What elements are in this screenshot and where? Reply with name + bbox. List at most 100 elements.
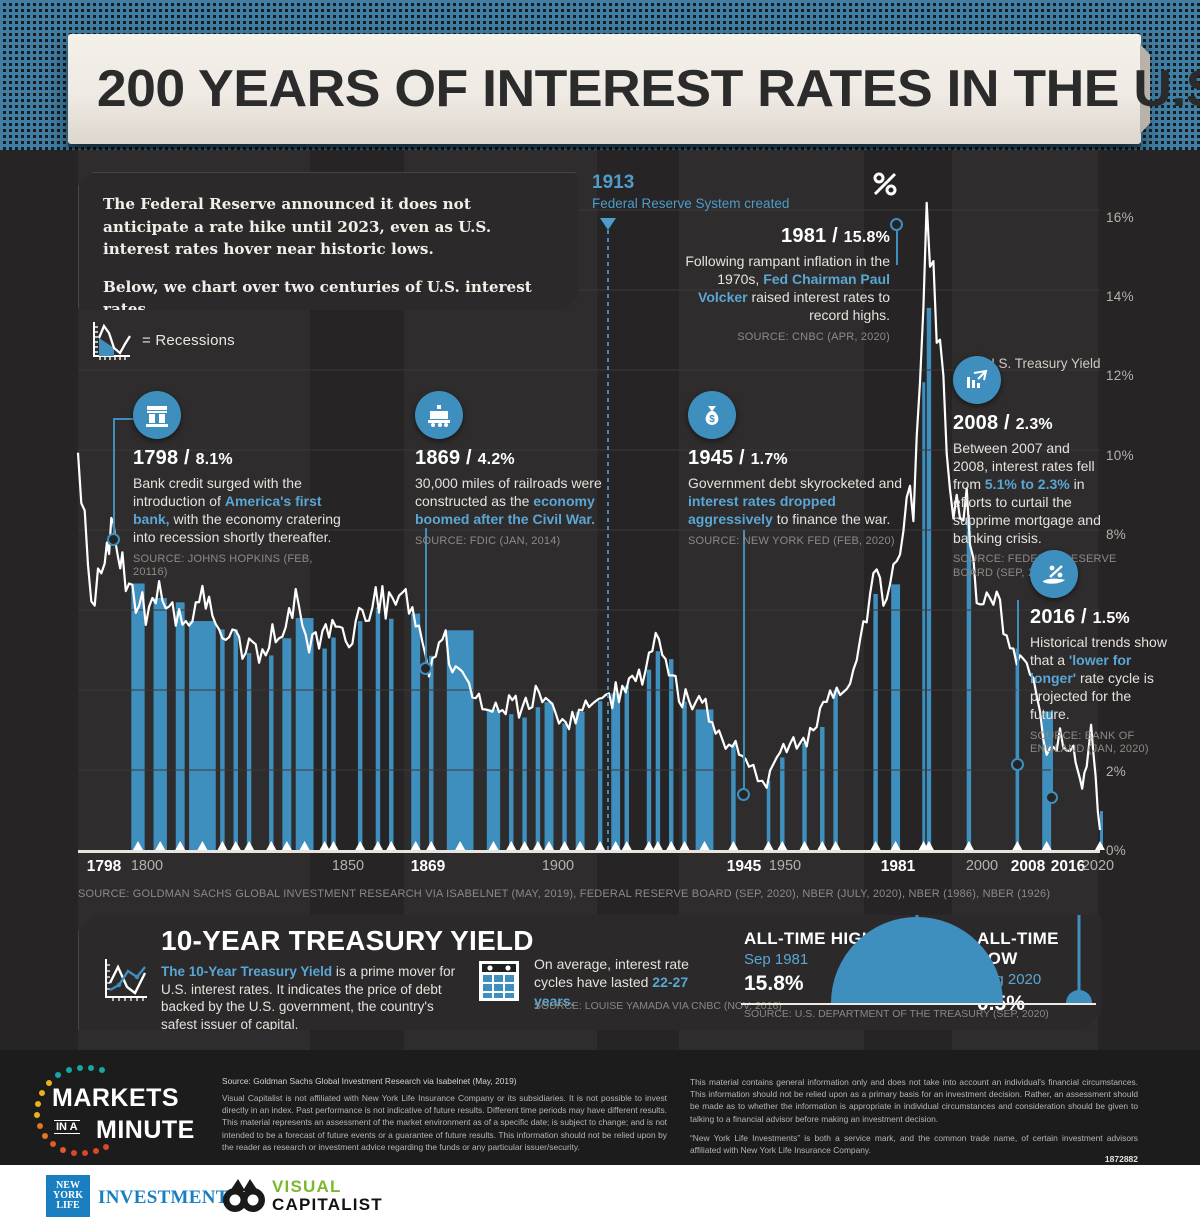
nyl-investments-word: INVESTMENTS <box>98 1187 240 1208</box>
annotation-2016-source: SOURCE: BANK OF ENGLAND (JAN, 2020) <box>1030 729 1149 756</box>
svg-text:$: $ <box>709 414 715 425</box>
y-tick-12: 12% <box>1106 368 1134 383</box>
annotation-2016-body: Historical trends show that a 'lower for… <box>1030 634 1167 722</box>
new-york-life-logo: NEW YORK LIFE <box>46 1175 90 1217</box>
annotation-2008: 2008 / 2.3% Between 2007 and 2008, inter… <box>953 356 1116 581</box>
annotation-1945-heading: 1945 / 1.7% <box>688 447 788 469</box>
line-chart-icon <box>101 957 149 1003</box>
x-tick-1800: 1800 <box>130 858 164 874</box>
x-tick-1900: 1900 <box>541 858 575 874</box>
stat-baseline-rule <box>741 1003 1096 1005</box>
y-tick-2: 2% <box>1106 764 1127 779</box>
x-tick-1950: 1950 <box>768 858 802 874</box>
all-time-high-value: 15.8% <box>744 972 804 995</box>
recession-chart-icon <box>93 322 131 360</box>
connector-2016 <box>1051 710 1053 798</box>
footer-disclaimer-left: Visual Capitalist is not affiliated with… <box>222 1093 667 1152</box>
all-time-high-title: ALL-TIME HIGH <box>744 929 875 948</box>
datapoint-dot-1869 <box>419 662 432 675</box>
stat-source: SOURCE: U.S. DEPARTMENT OF THE TREASURY … <box>744 1008 1049 1020</box>
annotation-1981: 1981 / 15.8% Following rampant inflation… <box>670 225 890 344</box>
plot-band-3 <box>679 150 864 1050</box>
annotation-1869: 1869 / 4.2% 30,000 miles of railroads we… <box>415 391 630 548</box>
datapoint-dot-1945 <box>737 788 750 801</box>
calendar-icon <box>477 959 521 1003</box>
brand-minute-text: MINUTE <box>96 1116 195 1144</box>
marker-1913-year: 1913 <box>592 172 635 193</box>
title-plate-notch <box>1140 44 1150 134</box>
locomotive-icon <box>415 391 463 439</box>
annotation-2008-body: Between 2007 and 2008, interest rates fe… <box>953 440 1101 546</box>
connector-1869 <box>425 528 427 668</box>
annotation-1981-heading: 1981 / 15.8% <box>781 225 890 247</box>
marker-1913-dashed-line <box>607 230 609 850</box>
x-tick-1869: 1869 <box>410 858 446 875</box>
treasury-yield-line <box>76 201 1102 831</box>
percent-badge-icon <box>871 170 923 222</box>
footer-code: 1872882 <box>1104 1154 1138 1164</box>
recession-bars <box>131 307 1105 850</box>
footer-disclaimer-right-1: This material contains general informati… <box>690 1077 1138 1124</box>
money-bag-icon: $ <box>688 391 736 439</box>
visual-capitalist-binoculars-icon <box>223 1179 265 1212</box>
title-plate: 200 YEARS OF INTEREST RATES IN THE U.S. <box>68 34 1200 144</box>
annotation-1798-body: Bank credit surged with the introduction… <box>133 475 341 545</box>
y-tick-14: 14% <box>1106 289 1134 304</box>
x-tick-1981: 1981 <box>880 858 916 875</box>
panel-left-text: The 10-Year Treasury Yield is a prime mo… <box>161 964 456 1032</box>
markets-dots-ring-icon <box>34 1065 109 1156</box>
bank-building-icon <box>133 391 181 439</box>
all-time-high-stat: ALL-TIME HIGH Sep 1981 15.8% <box>744 929 874 996</box>
y-tick-10: 10% <box>1106 448 1134 463</box>
recession-legend-label: = Recessions <box>142 331 235 349</box>
datapoint-dot-2016 <box>1045 791 1058 804</box>
x-axis-line <box>78 850 1100 853</box>
annotation-1945-source: SOURCE: NEW YORK FED (FEB, 2020) <box>688 534 895 547</box>
declining-bars-icon <box>953 356 1001 404</box>
x-tick-1850: 1850 <box>331 858 365 874</box>
markets-in-a-minute-logo: MARKETS IN A MINUTE <box>24 1065 194 1156</box>
panel-heading: 10-YEAR TREASURY YIELD <box>161 925 534 956</box>
recession-legend: = Recessions <box>90 320 235 360</box>
footer-disclaimer-right: This material contains general informati… <box>690 1076 1138 1156</box>
x-tick-1798: 1798 <box>86 858 122 875</box>
footer-source: Source: Goldman Sachs Global Investment … <box>222 1076 517 1086</box>
datapoint-dot-2008 <box>1011 758 1024 771</box>
nyl-line-3: LIFE <box>56 1200 80 1211</box>
annotation-1869-source: SOURCE: FDIC (JAN, 2014) <box>415 534 561 547</box>
footer-logos-bar: NEW YORK LIFE INVESTMENTS VISUAL CAPITAL… <box>0 1165 1200 1225</box>
connector-1945 <box>743 530 745 792</box>
treasury-yield-panel: 10-YEAR TREASURY YIELD The 10-Year Treas… <box>78 915 1101 1030</box>
datapoint-dot-1798 <box>107 533 120 546</box>
x-tick-2016: 2016 <box>1050 858 1086 875</box>
annotation-1798-source: SOURCE: JOHNS HOPKINS (FEB, 20116) <box>133 552 313 579</box>
interest-rate-chart <box>76 201 1105 850</box>
x-tick-2000: 2000 <box>965 858 999 874</box>
connector-1981 <box>896 225 898 265</box>
x-tick-2008: 2008 <box>1010 858 1046 875</box>
marker-1913-triangle-icon <box>600 218 616 230</box>
connector-1798 <box>113 418 115 540</box>
annotation-1981-source: SOURCE: CNBC (APR, 2020) <box>737 330 890 343</box>
intro-callout: The Federal Reserve announced it does no… <box>78 172 578 310</box>
footer: MARKETS IN A MINUTE Source: Goldman Sach… <box>0 1050 1200 1165</box>
panel-mid-source: SOURCE: LOUISE YAMADA VIA CNBC (NOV, 201… <box>534 1000 782 1012</box>
main-content: U.S. Treasury Yield 16% 14% 12% 10% 8% 2… <box>0 150 1200 1050</box>
marker-1913: 1913 Federal Reserve System created <box>592 172 790 211</box>
datapoint-dot-1981 <box>890 218 903 231</box>
x-tick-2020: 2020 <box>1081 858 1115 874</box>
marker-1913-text: Federal Reserve System created <box>592 196 790 211</box>
nyl-line-1: NEW <box>56 1180 80 1191</box>
footer-disclaimer-right-2: “New York Life Investments” is both a se… <box>690 1132 1138 1155</box>
y-axis-series-label: U.S. Treasury Yield <box>985 356 1101 371</box>
connector-2008 <box>1017 600 1019 765</box>
annotation-1945: $ 1945 / 1.7% Government debt skyrockete… <box>688 391 903 548</box>
annotation-1945-body: Government debt skyrocketed and interest… <box>688 475 903 527</box>
y-tick-8: 8% <box>1106 527 1127 542</box>
x-tick-1945: 1945 <box>726 858 762 875</box>
annotation-1869-body: 30,000 miles of railroads were construct… <box>415 475 602 527</box>
page-title: 200 YEARS OF INTEREST RATES IN THE U.S. <box>96 60 1200 118</box>
y-tick-0: 0% <box>1106 843 1127 858</box>
panel-mid-text: On average, interest rate cycles have la… <box>534 956 689 1009</box>
annotation-1981-body: Following rampant inflation in the 1970s… <box>685 253 890 323</box>
